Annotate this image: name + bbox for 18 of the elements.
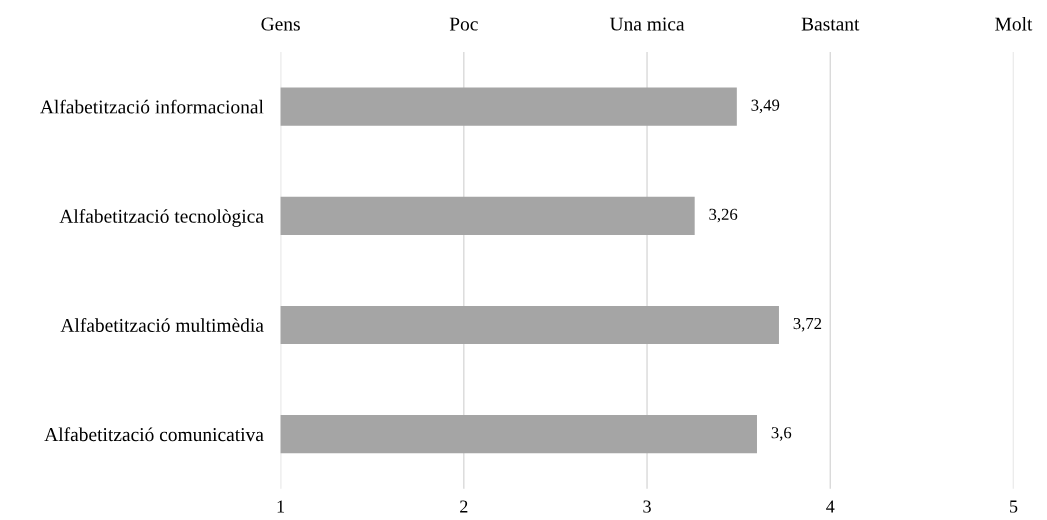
y-tick-label: Alfabetització tecnològica bbox=[59, 208, 264, 227]
y-tick-label: Alfabetització multimèdia bbox=[60, 318, 264, 332]
text: Bastant bbox=[801, 17, 860, 31]
y-tick-label: Alfabetització comunicativa bbox=[44, 427, 264, 442]
y-tick-label: Alfabetització informacional bbox=[40, 99, 264, 114]
x-tick-label: 5 bbox=[1010, 500, 1018, 513]
x-tick-label: 3 bbox=[643, 500, 651, 513]
x-tick-label: 4 bbox=[826, 500, 835, 513]
x-tick-label: 2 bbox=[460, 500, 468, 513]
text: Poc bbox=[449, 17, 478, 31]
text: Una mica bbox=[609, 17, 685, 31]
data-label: 3,49 bbox=[751, 99, 780, 114]
data-label: 3,26 bbox=[709, 208, 738, 223]
x-tick-label: 1 bbox=[277, 500, 285, 513]
text: Molt bbox=[995, 16, 1033, 31]
text: Gens bbox=[261, 17, 300, 31]
data-label: 3,6 bbox=[771, 427, 792, 441]
data-label: 3,72 bbox=[793, 317, 822, 332]
